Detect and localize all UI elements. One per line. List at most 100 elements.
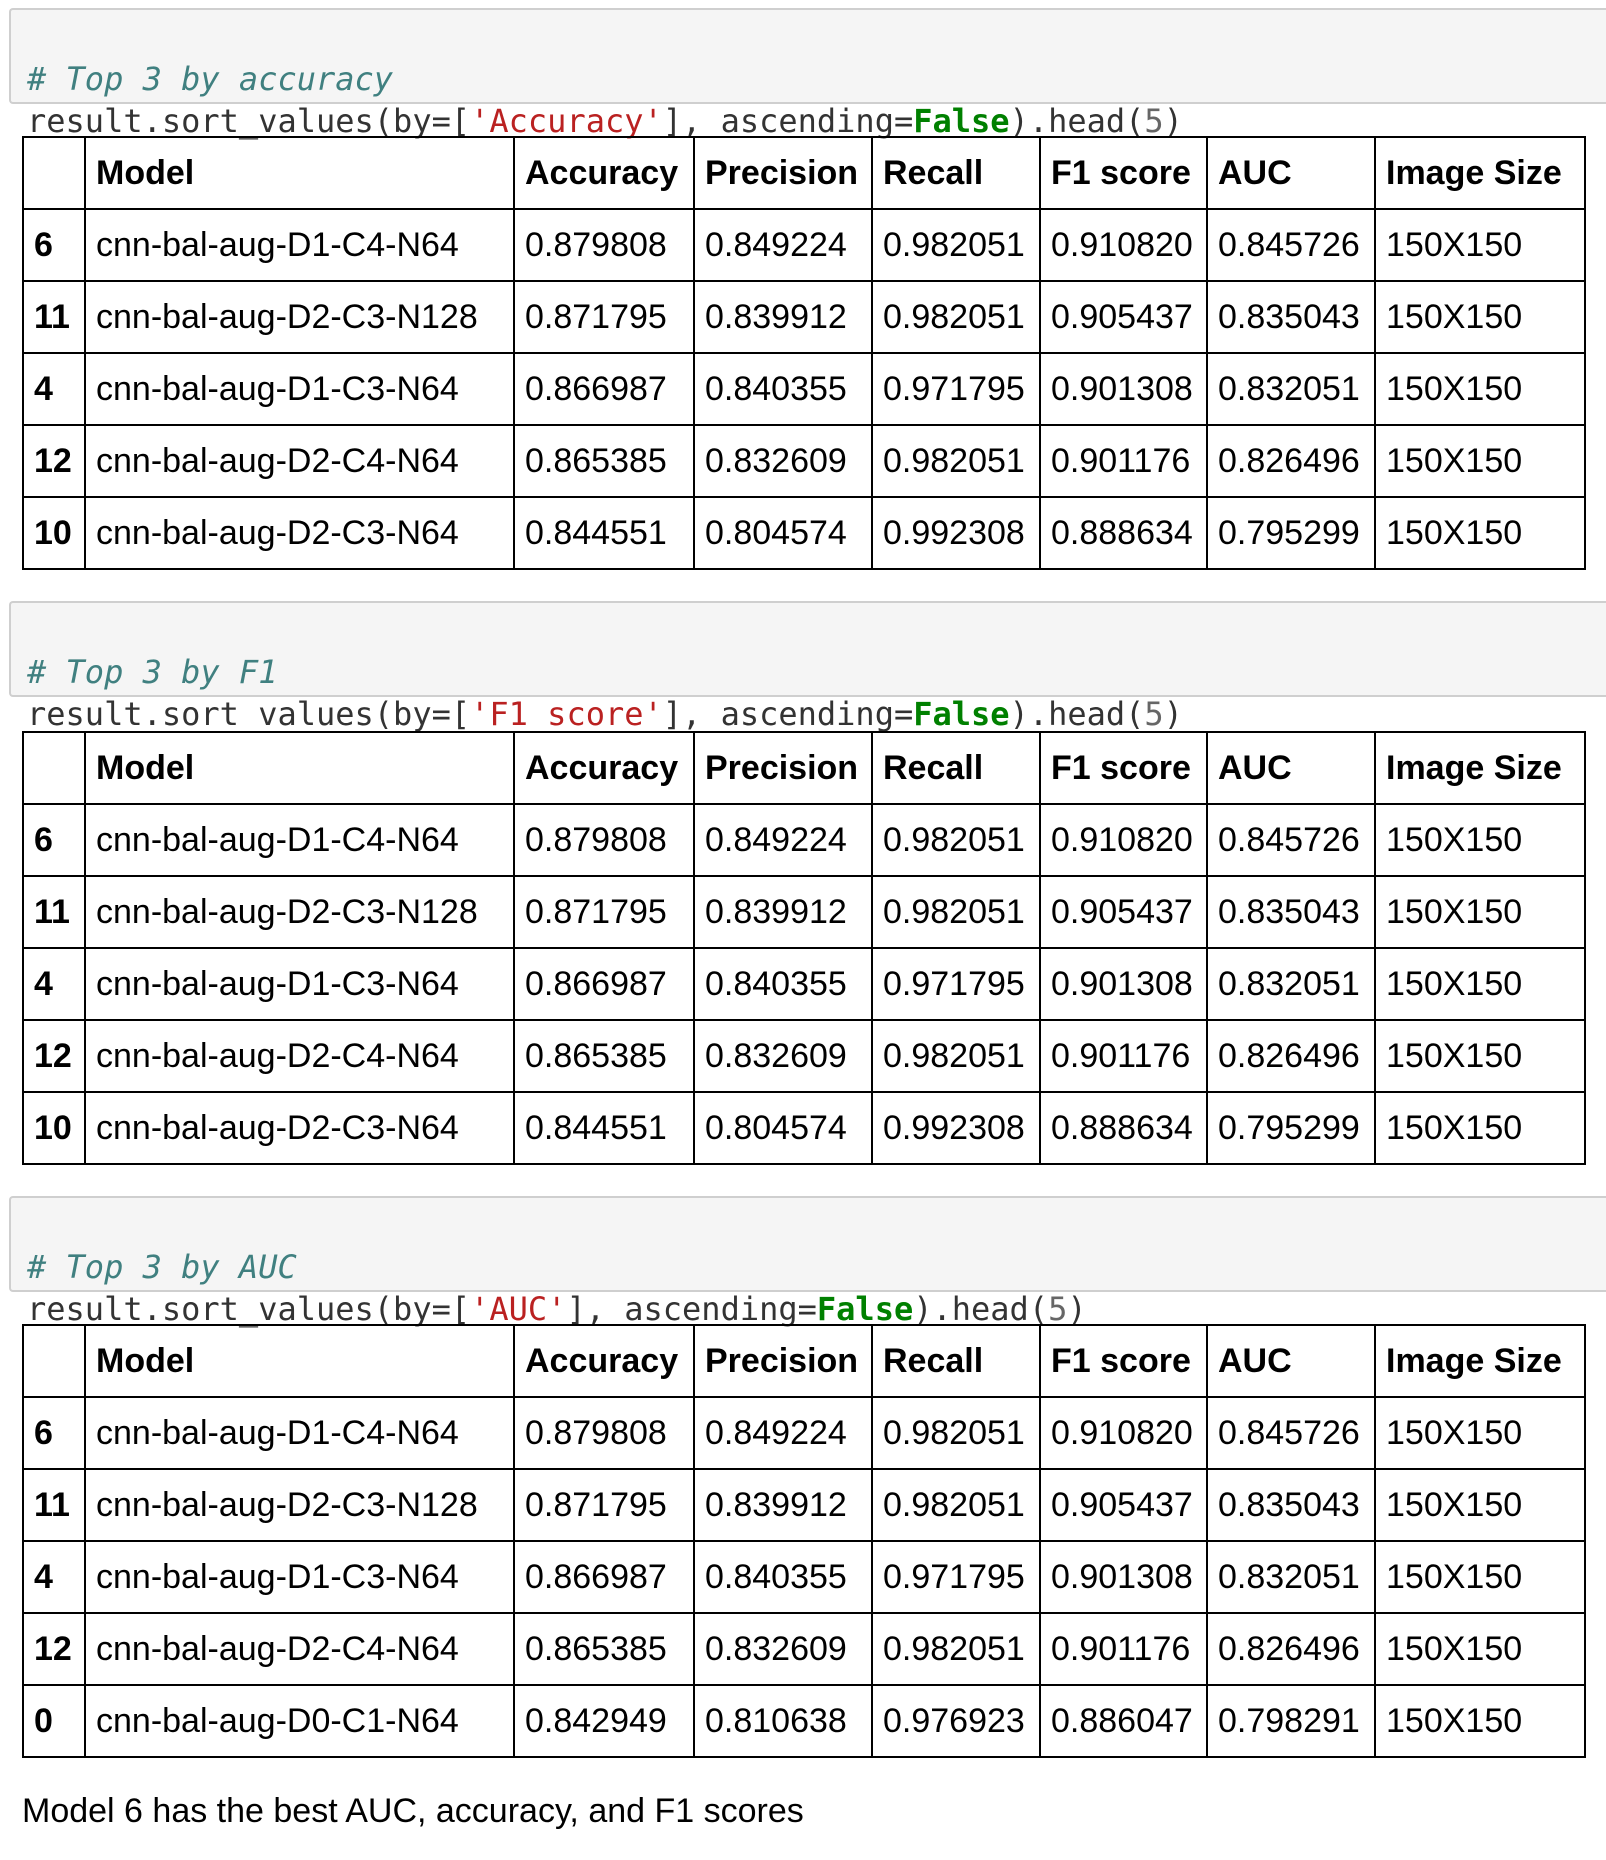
code-cell-f1[interactable]: # Top 3 by F1 result.sort_values(by=['F1 …: [9, 601, 1606, 733]
table-cell: 0.810638: [693, 1684, 873, 1758]
code-cell-auc[interactable]: # Top 3 by AUC result.sort_values(by=['AU…: [9, 1196, 1606, 1328]
table-cell: 0.871795: [513, 1468, 695, 1542]
table-body: 6 cnn-bal-aug-D1-C4-N64 0.879808 0.849224 0.…: [22, 1396, 1586, 1758]
table-cell: 0.905437: [1039, 1468, 1208, 1542]
column-header: Recall: [871, 136, 1041, 210]
table-cell: 0.826496: [1206, 1019, 1376, 1093]
table-cell: cnn-bal-aug-D2-C4-N64: [84, 1019, 515, 1093]
table-cell: 0.982051: [871, 1019, 1041, 1093]
table-cell: 0.795299: [1206, 1091, 1376, 1165]
row-index: 6: [22, 208, 86, 282]
table-cell: 150X150: [1374, 1540, 1586, 1614]
table-cell: 150X150: [1374, 280, 1586, 354]
column-header: Recall: [871, 731, 1041, 805]
column-header: Precision: [693, 136, 873, 210]
table-cell: 0.840355: [693, 947, 873, 1021]
table-cell: cnn-bal-aug-D1-C3-N64: [84, 947, 515, 1021]
table-cell: 0.839912: [693, 1468, 873, 1542]
table-row: 4 cnn-bal-aug-D1-C3-N64 0.866987 0.840355 0.…: [22, 947, 1586, 1021]
table-cell: 0.886047: [1039, 1684, 1208, 1758]
table-cell: 0.982051: [871, 424, 1041, 498]
table-cell: 150X150: [1374, 496, 1586, 570]
row-index: 6: [22, 803, 86, 877]
table-cell: 0.795299: [1206, 496, 1376, 570]
row-index: 4: [22, 1540, 86, 1614]
table-cell: 0.839912: [693, 280, 873, 354]
table-cell: 0.901176: [1039, 1019, 1208, 1093]
table-cell: 0.844551: [513, 1091, 695, 1165]
column-header: AUC: [1206, 731, 1376, 805]
table-cell: 150X150: [1374, 1396, 1586, 1470]
table-cell: 0.910820: [1039, 1396, 1208, 1470]
table-cell: 150X150: [1374, 1468, 1586, 1542]
table-row: 12 cnn-bal-aug-D2-C4-N64 0.865385 0.832609 0…: [22, 1612, 1586, 1686]
table-header: Model Accuracy Precision Recall F1 score AUC I…: [22, 136, 1586, 210]
row-index: 10: [22, 496, 86, 570]
code-line: result.sort_values(by=['Accuracy'], asce…: [27, 102, 1183, 140]
table-body: 6 cnn-bal-aug-D1-C4-N64 0.879808 0.849224 0.…: [22, 803, 1586, 1165]
code-cell-accuracy[interactable]: # Top 3 by accuracy result.sort_values(by…: [9, 8, 1606, 140]
table-cell: 0.910820: [1039, 803, 1208, 877]
results-table-f1: Model Accuracy Precision Recall F1 score AUC I…: [22, 731, 1586, 1165]
table-cell: 0.865385: [513, 1612, 695, 1686]
table-cell: 0.844551: [513, 496, 695, 570]
column-header: Model: [84, 731, 515, 805]
column-header: Precision: [693, 1324, 873, 1398]
table-cell: 0.842949: [513, 1684, 695, 1758]
table-cell: 0.865385: [513, 424, 695, 498]
table-row: 4 cnn-bal-aug-D1-C3-N64 0.866987 0.840355 0.…: [22, 1540, 1586, 1614]
table-cell: 0.879808: [513, 1396, 695, 1470]
column-header: Model: [84, 136, 515, 210]
row-index: 4: [22, 352, 86, 426]
table-cell: cnn-bal-aug-D2-C4-N64: [84, 1612, 515, 1686]
column-header: Accuracy: [513, 1324, 695, 1398]
column-header: F1 score: [1039, 1324, 1208, 1398]
table-cell: 0.832051: [1206, 352, 1376, 426]
table-cell: 0.879808: [513, 208, 695, 282]
table-cell: 0.888634: [1039, 1091, 1208, 1165]
row-index: 0: [22, 1684, 86, 1758]
table-row: 12 cnn-bal-aug-D2-C4-N64 0.865385 0.832609 0…: [22, 1019, 1586, 1093]
table-cell: 150X150: [1374, 352, 1586, 426]
row-index: 10: [22, 1091, 86, 1165]
table-cell: 0.866987: [513, 1540, 695, 1614]
results-table-auc: Model Accuracy Precision Recall F1 score AUC I…: [22, 1324, 1586, 1758]
table-cell: 0.992308: [871, 496, 1041, 570]
index-header: [22, 1324, 86, 1398]
table-row: 0 cnn-bal-aug-D0-C1-N64 0.842949 0.810638 0.…: [22, 1684, 1586, 1758]
table-cell: 0.982051: [871, 875, 1041, 949]
table-cell: cnn-bal-aug-D1-C4-N64: [84, 803, 515, 877]
table-cell: 0.849224: [693, 803, 873, 877]
table-cell: 0.888634: [1039, 496, 1208, 570]
table-cell: 0.832051: [1206, 947, 1376, 1021]
table-cell: 0.901308: [1039, 947, 1208, 1021]
table-cell: 0.826496: [1206, 424, 1376, 498]
table-cell: 0.905437: [1039, 875, 1208, 949]
table-row: 4 cnn-bal-aug-D1-C3-N64 0.866987 0.840355 0.…: [22, 352, 1586, 426]
table-cell: 0.865385: [513, 1019, 695, 1093]
table-cell: 150X150: [1374, 424, 1586, 498]
table-row: 11 cnn-bal-aug-D2-C3-N128 0.871795 0.839912…: [22, 1468, 1586, 1542]
table-row: 10 cnn-bal-aug-D2-C3-N64 0.844551 0.804574 0…: [22, 1091, 1586, 1165]
table-header: Model Accuracy Precision Recall F1 score AUC I…: [22, 1324, 1586, 1398]
row-index: 11: [22, 280, 86, 354]
table-row: 6 cnn-bal-aug-D1-C4-N64 0.879808 0.849224 0.…: [22, 1396, 1586, 1470]
table-cell: 0.910820: [1039, 208, 1208, 282]
column-header: AUC: [1206, 136, 1376, 210]
code-line: result.sort_values(by=['AUC'], ascending…: [27, 1290, 1087, 1328]
table-cell: cnn-bal-aug-D2-C3-N64: [84, 1091, 515, 1165]
row-index: 6: [22, 1396, 86, 1470]
table-cell: 150X150: [1374, 1612, 1586, 1686]
table-cell: 0.971795: [871, 352, 1041, 426]
table-cell: 150X150: [1374, 875, 1586, 949]
row-index: 4: [22, 947, 86, 1021]
table-cell: 0.982051: [871, 280, 1041, 354]
column-header: Recall: [871, 1324, 1041, 1398]
table-cell: 0.845726: [1206, 803, 1376, 877]
table-cell: 0.832051: [1206, 1540, 1376, 1614]
table-cell: 0.835043: [1206, 1468, 1376, 1542]
table-cell: 150X150: [1374, 947, 1586, 1021]
table-cell: 150X150: [1374, 1019, 1586, 1093]
table-row: 10 cnn-bal-aug-D2-C3-N64 0.844551 0.804574 0…: [22, 496, 1586, 570]
row-index: 11: [22, 1468, 86, 1542]
